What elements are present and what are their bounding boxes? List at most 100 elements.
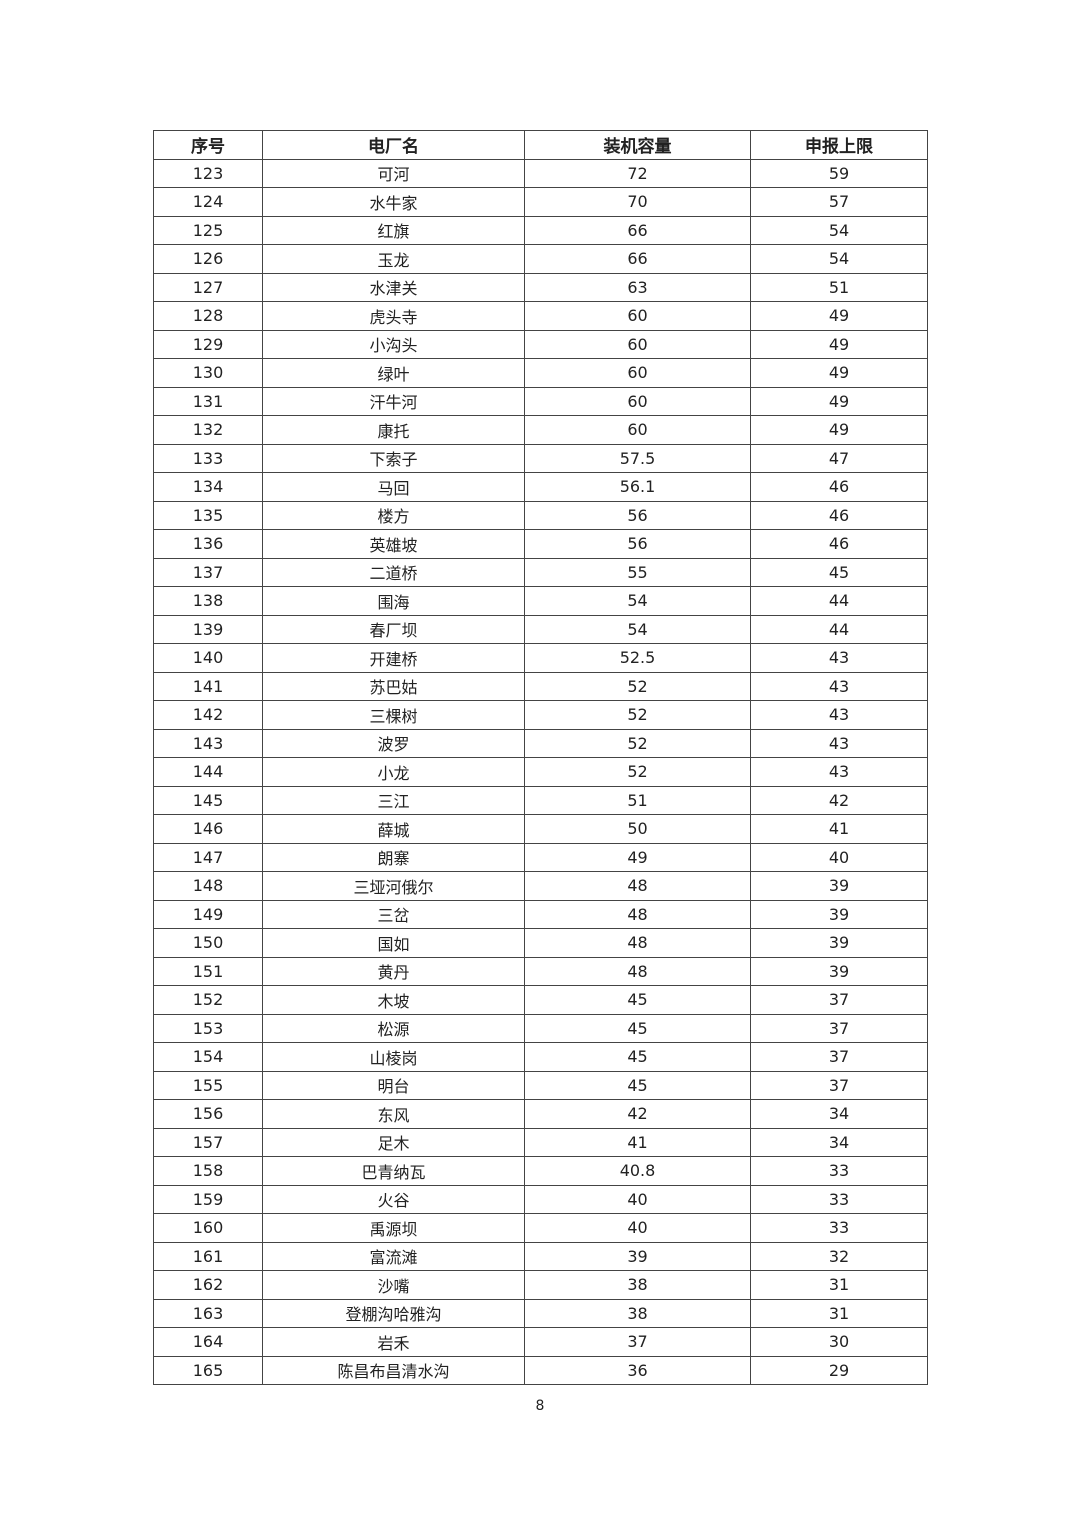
table-row: 144 小龙 52 43 [153,757,928,787]
cell-capacity: 40 [524,1213,751,1243]
cell-plant-name: 木坡 [262,985,525,1015]
cell-plant-name: 康托 [262,415,525,445]
cell-index: 162 [153,1270,263,1300]
cell-plant-name: 围海 [262,586,525,616]
cell-capacity: 54 [524,614,751,644]
cell-index: 143 [153,728,263,758]
cell-plant-name: 二道桥 [262,557,525,587]
cell-index: 150 [153,928,263,958]
cell-capacity: 45 [524,1042,751,1072]
cell-plant-name: 薛城 [262,814,525,844]
table-row: 150 国如 48 39 [153,928,928,958]
cell-capacity: 38 [524,1270,751,1300]
cell-declared-limit: 34 [750,1127,928,1157]
cell-index: 159 [153,1184,263,1214]
cell-capacity: 60 [524,358,751,388]
cell-index: 145 [153,785,263,815]
cell-plant-name: 楼方 [262,500,525,530]
cell-plant-name: 足木 [262,1127,525,1157]
cell-declared-limit: 51 [750,272,928,302]
table-row: 140 开建桥 52.5 43 [153,643,928,673]
cell-index: 149 [153,899,263,929]
cell-index: 153 [153,1013,263,1043]
cell-index: 131 [153,386,263,416]
cell-capacity: 49 [524,842,751,872]
cell-capacity: 56 [524,529,751,559]
cell-declared-limit: 45 [750,557,928,587]
cell-declared-limit: 37 [750,1013,928,1043]
power-plant-table: 序号 电厂名 装机容量 申报上限 123 可河 72 59 124 水牛家 70 57 125 红… [153,130,928,1385]
cell-declared-limit: 39 [750,899,928,929]
cell-declared-limit: 31 [750,1298,928,1328]
header-capacity: 装机容量 [524,130,751,160]
table-row: 138 围海 54 44 [153,586,928,616]
header-index: 序号 [153,130,263,160]
cell-index: 155 [153,1070,263,1100]
table-row: 123 可河 72 59 [153,158,928,188]
cell-index: 151 [153,956,263,986]
cell-declared-limit: 44 [750,614,928,644]
cell-index: 161 [153,1241,263,1271]
cell-plant-name: 东风 [262,1099,525,1129]
cell-index: 147 [153,842,263,872]
cell-capacity: 66 [524,215,751,245]
cell-plant-name: 开建桥 [262,643,525,673]
table-row: 157 足木 41 34 [153,1127,928,1157]
table-row: 158 巴青纳瓦 40.8 33 [153,1156,928,1186]
cell-index: 142 [153,700,263,730]
table-header-row: 序号 电厂名 装机容量 申报上限 [153,130,928,160]
cell-declared-limit: 37 [750,1070,928,1100]
cell-declared-limit: 34 [750,1099,928,1129]
cell-declared-limit: 30 [750,1327,928,1357]
cell-index: 130 [153,358,263,388]
cell-capacity: 70 [524,187,751,217]
table-row: 132 康托 60 49 [153,415,928,445]
cell-declared-limit: 49 [750,415,928,445]
cell-capacity: 63 [524,272,751,302]
table-row: 154 山棱岗 45 37 [153,1042,928,1072]
cell-plant-name: 三江 [262,785,525,815]
page-number: 8 [535,1398,545,1414]
cell-capacity: 60 [524,329,751,359]
table-row: 125 红旗 66 54 [153,215,928,245]
cell-capacity: 66 [524,244,751,274]
cell-declared-limit: 39 [750,956,928,986]
cell-index: 138 [153,586,263,616]
cell-capacity: 45 [524,1070,751,1100]
table-row: 126 玉龙 66 54 [153,244,928,274]
header-plant-name: 电厂名 [262,130,525,160]
cell-plant-name: 虎头寺 [262,301,525,331]
table-row: 162 沙嘴 38 31 [153,1270,928,1300]
cell-capacity: 37 [524,1327,751,1357]
table-row: 142 三棵树 52 43 [153,700,928,730]
cell-plant-name: 禹源坝 [262,1213,525,1243]
cell-declared-limit: 46 [750,472,928,502]
cell-declared-limit: 49 [750,329,928,359]
cell-declared-limit: 46 [750,529,928,559]
cell-declared-limit: 39 [750,928,928,958]
cell-declared-limit: 46 [750,500,928,530]
cell-index: 134 [153,472,263,502]
table-row: 147 朗寨 49 40 [153,842,928,872]
table-row: 148 三垭河俄尔 48 39 [153,871,928,901]
cell-plant-name: 明台 [262,1070,525,1100]
cell-index: 141 [153,671,263,701]
cell-capacity: 48 [524,928,751,958]
cell-index: 163 [153,1298,263,1328]
cell-declared-limit: 37 [750,985,928,1015]
cell-capacity: 45 [524,1013,751,1043]
cell-declared-limit: 41 [750,814,928,844]
cell-index: 124 [153,187,263,217]
table-row: 149 三岔 48 39 [153,899,928,929]
cell-index: 123 [153,158,263,188]
table-row: 161 富流滩 39 32 [153,1241,928,1271]
cell-declared-limit: 39 [750,871,928,901]
cell-plant-name: 三棵树 [262,700,525,730]
cell-declared-limit: 37 [750,1042,928,1072]
table-row: 131 汗牛河 60 49 [153,386,928,416]
cell-capacity: 52 [524,757,751,787]
cell-capacity: 41 [524,1127,751,1157]
cell-plant-name: 松源 [262,1013,525,1043]
table-row: 128 虎头寺 60 49 [153,301,928,331]
cell-declared-limit: 47 [750,443,928,473]
